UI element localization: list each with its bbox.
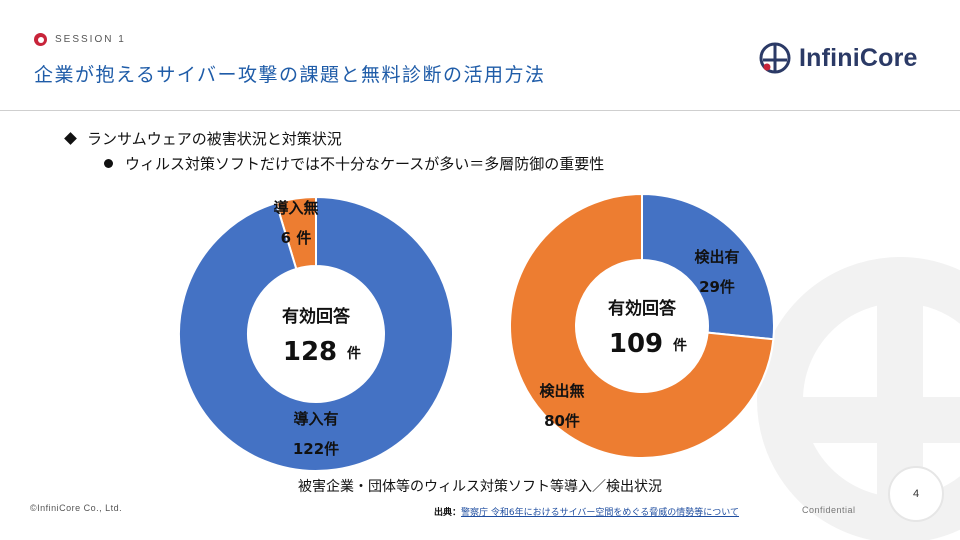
bullet-list: ランサムウェアの被害状況と対策状況 ウィルス対策ソフトだけでは不十分なケースが多… bbox=[64, 128, 604, 174]
donut-slice-検出無 bbox=[509, 192, 775, 459]
slide-header: SESSION 1 企業が抱えるサイバー攻撃の課題と無料診断の活用方法 Infi… bbox=[0, 0, 960, 110]
confidential-label: Confidential bbox=[802, 505, 856, 515]
center-value: 109 bbox=[609, 329, 663, 359]
slide-title: 企業が抱えるサイバー攻撃の課題と無料診断の活用方法 bbox=[34, 64, 546, 86]
center-label: 有効回答 bbox=[282, 306, 351, 327]
chart-caption: 被害企業・団体等のウィルス対策ソフト等導入／検出状況 bbox=[298, 479, 662, 495]
slice-value-label: 6 件 bbox=[281, 229, 312, 247]
slice-value-label: 80件 bbox=[544, 412, 580, 430]
page-number: 4 bbox=[888, 466, 944, 522]
center-value: 128 bbox=[283, 337, 337, 367]
company-logo: InfiniCore bbox=[757, 40, 918, 76]
copyright: ©InfiniCore Co., Ltd. bbox=[30, 503, 123, 513]
bullet-level2: ウィルス対策ソフトだけでは不十分なケースが多い＝多層防御の重要性 bbox=[104, 153, 604, 174]
slice-value-label: 29件 bbox=[699, 278, 735, 296]
session-label: SESSION 1 bbox=[55, 34, 126, 45]
slice-label: 検出有 bbox=[694, 248, 739, 266]
donut-slice-導入有 bbox=[178, 195, 454, 472]
bullet-level1: ランサムウェアの被害状況と対策状況 bbox=[64, 128, 604, 149]
session-dot-icon bbox=[34, 33, 47, 46]
donut-slice-検出有 bbox=[641, 192, 775, 341]
center-unit: 件 bbox=[347, 345, 361, 362]
slice-label: 導入有 bbox=[293, 410, 338, 428]
bullet-level2-text: ウィルス対策ソフトだけでは不十分なケースが多い＝多層防御の重要性 bbox=[125, 155, 605, 173]
center-label: 有効回答 bbox=[608, 298, 677, 319]
bullet-level1-text: ランサムウェアの被害状況と対策状況 bbox=[87, 130, 342, 148]
source-label: 出典： bbox=[434, 508, 462, 518]
center-unit: 件 bbox=[673, 337, 687, 354]
source-link[interactable]: 警察庁 令和6年におけるサイバー空間をめぐる脅威の情勢等について bbox=[461, 508, 739, 518]
source-citation: 出典：警察庁 令和6年におけるサイバー空間をめぐる脅威の情勢等について bbox=[434, 505, 739, 518]
slice-label: 導入無 bbox=[273, 199, 318, 217]
infinicore-logo-icon bbox=[759, 42, 791, 74]
circle-bullet-icon bbox=[104, 159, 113, 168]
logo-text: InfiniCore bbox=[799, 43, 918, 72]
header-divider bbox=[0, 110, 960, 111]
session-indicator: SESSION 1 bbox=[34, 33, 126, 46]
slice-value-label: 122件 bbox=[293, 440, 339, 458]
slice-label: 検出無 bbox=[539, 382, 584, 400]
